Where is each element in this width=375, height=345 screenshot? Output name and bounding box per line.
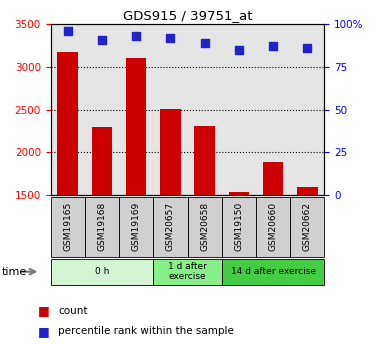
- Point: [167, 35, 173, 41]
- Bar: [188, 24, 222, 195]
- Bar: [222, 259, 324, 285]
- Bar: [126, 58, 146, 195]
- Point: [236, 47, 242, 52]
- Text: GSM20657: GSM20657: [166, 202, 175, 252]
- Bar: [228, 193, 249, 195]
- Text: ■: ■: [38, 304, 49, 317]
- Text: 1 d after
exercise: 1 d after exercise: [168, 262, 207, 282]
- Text: time: time: [2, 267, 27, 277]
- Bar: [263, 161, 284, 195]
- Text: GSM20658: GSM20658: [200, 202, 209, 252]
- Bar: [119, 24, 153, 195]
- Bar: [85, 197, 119, 257]
- Point: [202, 40, 208, 46]
- Bar: [256, 197, 290, 257]
- Bar: [256, 24, 290, 195]
- Bar: [153, 259, 222, 285]
- Text: GSM20660: GSM20660: [268, 202, 278, 252]
- Bar: [153, 24, 188, 195]
- Text: percentile rank within the sample: percentile rank within the sample: [58, 326, 234, 336]
- Point: [99, 37, 105, 42]
- Bar: [119, 197, 153, 257]
- Text: 0 h: 0 h: [95, 267, 109, 276]
- Bar: [194, 126, 215, 195]
- Bar: [290, 197, 324, 257]
- Point: [304, 45, 310, 51]
- Text: GSM19165: GSM19165: [63, 202, 72, 252]
- Point: [133, 33, 139, 39]
- Bar: [222, 197, 256, 257]
- Bar: [153, 197, 188, 257]
- Point: [270, 43, 276, 49]
- Text: count: count: [58, 306, 88, 315]
- Point: [65, 28, 71, 34]
- Bar: [290, 24, 324, 195]
- Bar: [188, 197, 222, 257]
- Text: GDS915 / 39751_at: GDS915 / 39751_at: [123, 9, 252, 22]
- Bar: [57, 52, 78, 195]
- Bar: [51, 259, 153, 285]
- Text: 14 d after exercise: 14 d after exercise: [231, 267, 315, 276]
- Bar: [160, 109, 181, 195]
- Text: GSM19168: GSM19168: [98, 202, 106, 252]
- Bar: [51, 24, 85, 195]
- Text: GSM19150: GSM19150: [234, 202, 243, 252]
- Text: ■: ■: [38, 325, 49, 338]
- Bar: [51, 197, 85, 257]
- Bar: [85, 24, 119, 195]
- Bar: [297, 187, 318, 195]
- Text: GSM19169: GSM19169: [132, 202, 141, 252]
- Bar: [92, 127, 112, 195]
- Bar: [222, 24, 256, 195]
- Text: GSM20662: GSM20662: [303, 202, 312, 252]
